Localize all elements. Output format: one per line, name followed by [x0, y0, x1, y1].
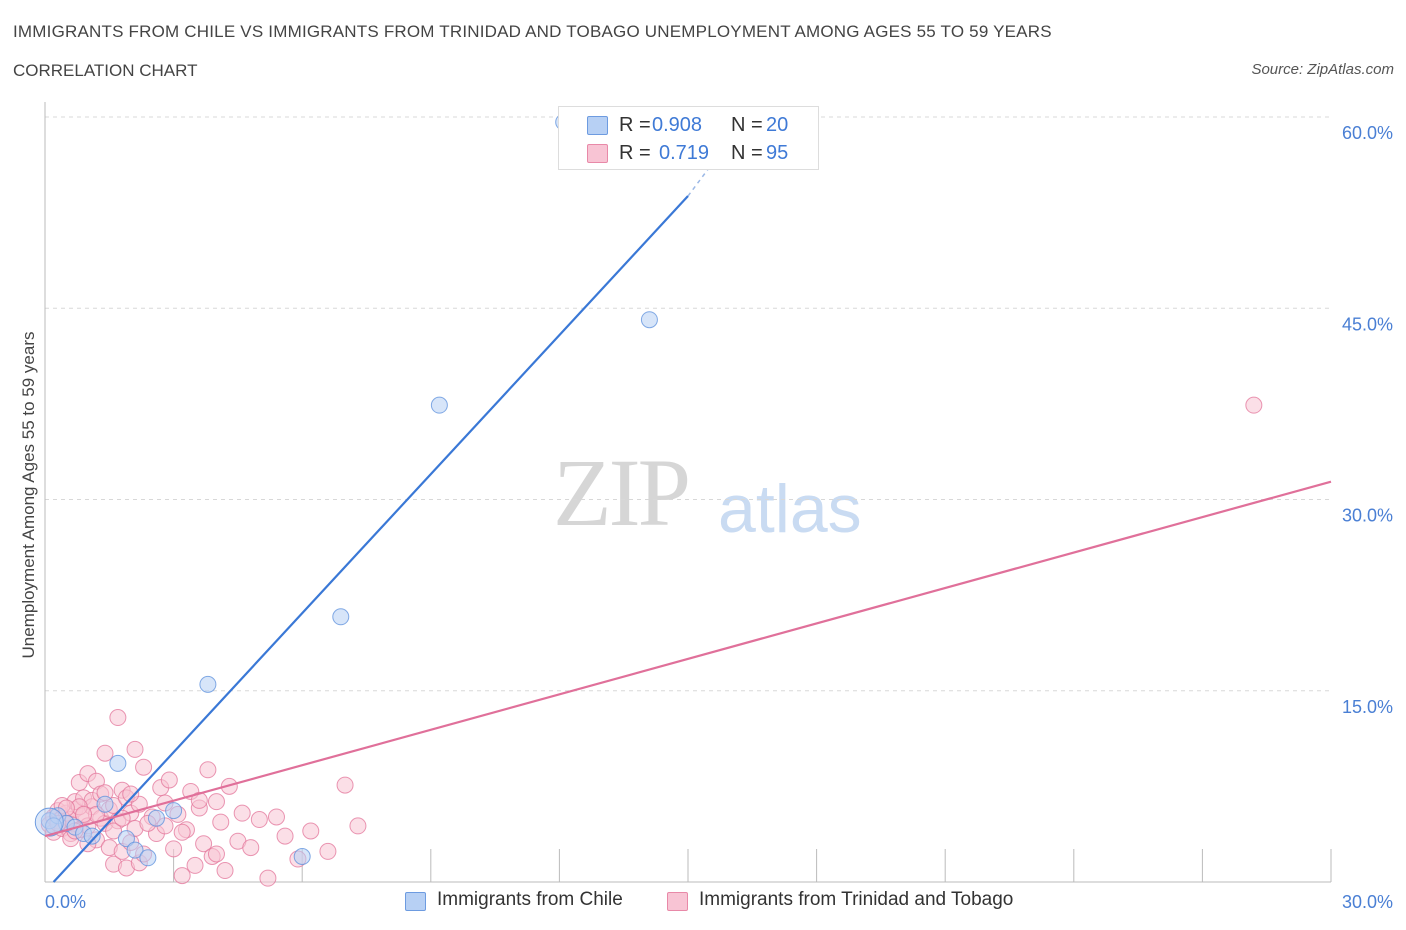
chile-point	[293, 848, 311, 865]
stats-legend-row-chile: R = 0.908 N = 20	[559, 111, 818, 139]
trinidad-swatch	[587, 144, 608, 163]
chile-point	[126, 841, 144, 859]
n-label: N =	[731, 142, 763, 164]
trinidad-point	[349, 817, 367, 835]
trinidad-point	[122, 785, 140, 803]
r-label: R =	[619, 114, 651, 136]
stats-legend: R = 0.908 N = 20 R = 0.719 N = 95	[558, 106, 819, 170]
n-label: N =	[731, 114, 763, 136]
trinidad-point	[336, 776, 354, 794]
trinidad-point	[160, 771, 178, 789]
n-value: 95	[766, 142, 789, 164]
watermark-zip: ZIP	[553, 439, 691, 546]
trinidad-point	[195, 835, 213, 853]
trinidad-point	[96, 744, 114, 762]
trinidad-point	[135, 758, 153, 776]
x-tick-label: 0.0%	[45, 892, 86, 912]
chile-point	[199, 675, 217, 693]
chile-point	[640, 311, 658, 329]
stats-legend-row-trinidad: R = 0.719 N = 95	[559, 139, 818, 167]
trinidad-point	[105, 822, 123, 840]
y-tick-label: 30.0%	[1342, 506, 1393, 526]
chile-point	[139, 849, 157, 867]
chile-point	[83, 827, 101, 845]
trinidad-point	[199, 761, 217, 779]
trinidad-point	[242, 839, 260, 857]
trinidad-point	[276, 827, 294, 845]
trinidad-point	[207, 845, 225, 863]
chile-point	[147, 809, 165, 827]
legend-label-trinidad: Immigrants from Trinidad and Tobago	[699, 889, 1014, 910]
chile-legend-swatch	[405, 892, 426, 911]
trinidad-point	[207, 793, 225, 811]
trinidad-point	[173, 823, 191, 841]
r-label: R =	[619, 142, 651, 164]
trinidad-point	[259, 869, 277, 887]
chart-subtitle: CORRELATION CHART	[13, 61, 198, 80]
trinidad-point	[109, 709, 127, 727]
trinidad-point	[126, 740, 144, 758]
trinidad-point	[319, 842, 337, 860]
r-value: 0.908	[652, 114, 703, 136]
trinidad-point	[250, 811, 268, 829]
chile-point	[165, 802, 183, 820]
y-tick-label: 45.0%	[1342, 314, 1393, 334]
n-value: 20	[766, 114, 789, 136]
chile-point	[117, 830, 135, 848]
legend-label-chile: Immigrants from Chile	[437, 889, 623, 910]
r-value: 0.719	[659, 142, 710, 164]
trinidad-point	[1245, 396, 1263, 414]
chile-point	[332, 608, 350, 626]
trinidad-point	[75, 805, 93, 823]
trinidad-point	[190, 791, 208, 809]
trinidad-legend-swatch	[667, 892, 688, 911]
trinidad-point	[302, 822, 320, 840]
chart-title: IMMIGRANTS FROM CHILE VS IMMIGRANTS FROM…	[13, 22, 1052, 41]
watermark-atlas: atlas	[718, 471, 862, 547]
trinidad-point	[216, 862, 234, 880]
trinidad-point	[173, 867, 191, 885]
trinidad-point	[186, 856, 204, 874]
trinidad-point	[267, 808, 285, 826]
trinidad-point	[165, 840, 183, 858]
y-axis-label: Unemployment Among Ages 55 to 59 years	[19, 332, 38, 659]
trinidad-point	[233, 804, 251, 822]
chile-swatch	[587, 116, 608, 135]
chile-trend-line	[52, 195, 689, 883]
x-tick-label: 30.0%	[1342, 892, 1393, 912]
chile-cluster-point	[34, 807, 64, 837]
trinidad-trend-line	[44, 480, 1332, 838]
y-tick-label: 60.0%	[1342, 123, 1393, 143]
chile-point	[109, 754, 127, 772]
chile-point	[430, 396, 448, 414]
trinidad-point	[212, 813, 230, 831]
source-credit: Source: ZipAtlas.com	[1251, 61, 1394, 78]
y-tick-label: 15.0%	[1342, 697, 1393, 717]
chile-point	[96, 795, 114, 813]
